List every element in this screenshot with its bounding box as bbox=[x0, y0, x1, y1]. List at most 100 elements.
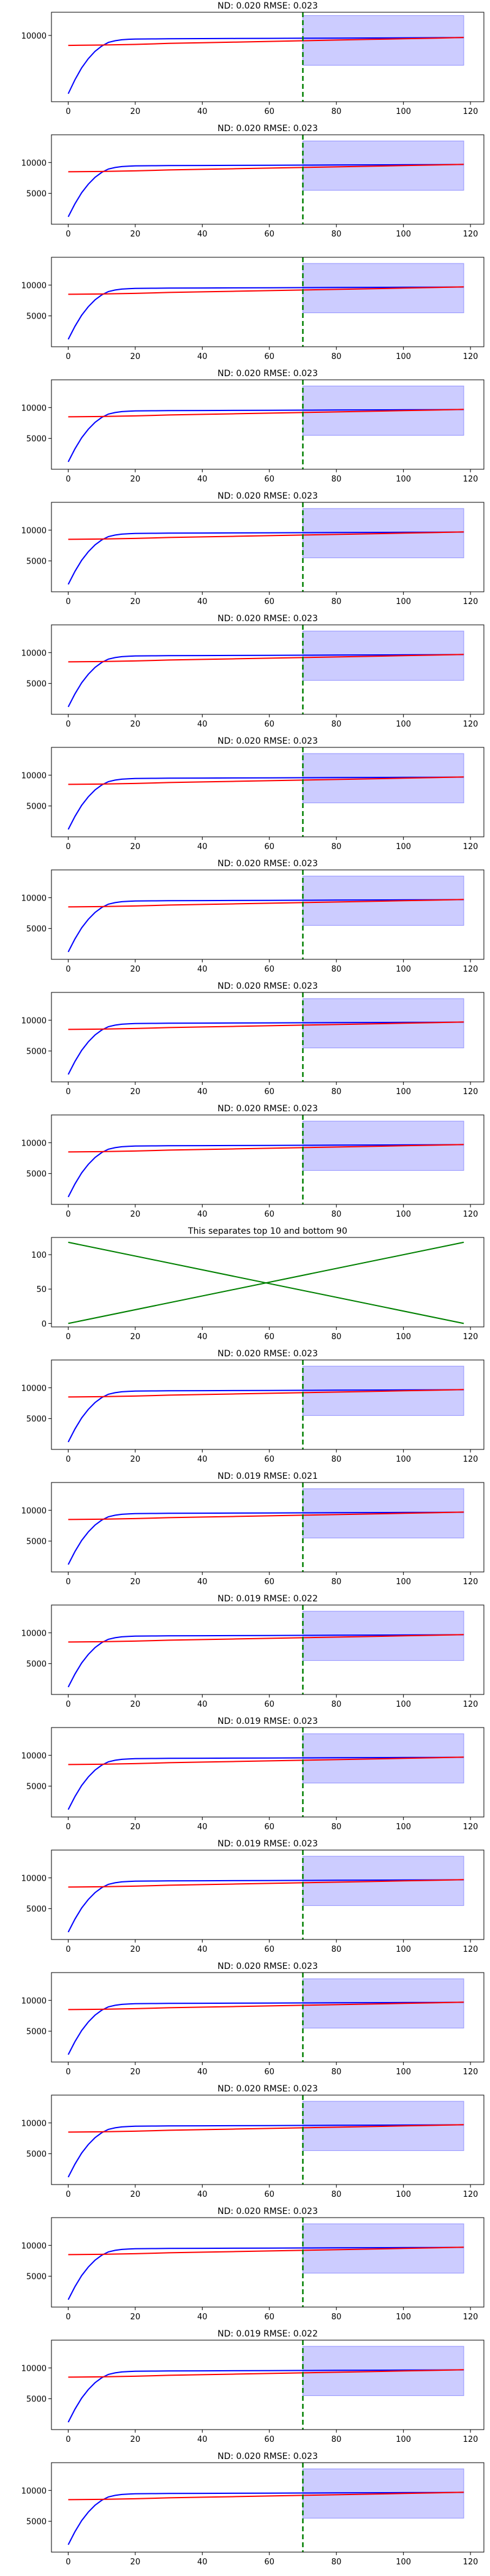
x-tick-label: 0 bbox=[66, 2313, 70, 2322]
subplot-20: ND: 0.019 RMSE: 0.022 0 20 40 60 80 100 120 5000… bbox=[21, 2329, 484, 2444]
y-tick-label: 10000 bbox=[21, 2119, 47, 2128]
x-tick-label: 20 bbox=[130, 1822, 141, 1832]
x-tick-label: 80 bbox=[331, 1087, 342, 1097]
x-tick-label: 120 bbox=[463, 1700, 478, 1709]
x-tick-label: 60 bbox=[264, 2068, 274, 2077]
y-tick-label: 5000 bbox=[26, 1048, 47, 1057]
subplot-title: ND: 0.020 RMSE: 0.023 bbox=[217, 2452, 318, 2461]
y-tick-label: 10000 bbox=[21, 2364, 47, 2373]
series-line-2 bbox=[68, 2369, 464, 2378]
y-tick-label: 10000 bbox=[21, 1629, 47, 1638]
x-tick-label: 120 bbox=[463, 1210, 478, 1219]
subplot-title: ND: 0.019 RMSE: 0.023 bbox=[217, 1839, 318, 1849]
x-tick-label: 20 bbox=[130, 1700, 141, 1709]
x-tick-label: 80 bbox=[331, 230, 342, 239]
y-tick-label: 5000 bbox=[26, 680, 47, 689]
series-line-2 bbox=[68, 899, 464, 908]
x-tick-label: 40 bbox=[197, 1332, 208, 1342]
x-tick-label: 20 bbox=[130, 1087, 141, 1097]
subplot-8: ND: 0.020 RMSE: 0.023 0 20 40 60 80 100 120 5000… bbox=[21, 859, 484, 974]
x-tick-label: 40 bbox=[197, 720, 208, 729]
subplot-21: ND: 0.020 RMSE: 0.023 0 20 40 60 80 100 120 5000… bbox=[21, 2452, 484, 2567]
y-tick-label: 5000 bbox=[26, 1170, 47, 1179]
x-tick-label: 60 bbox=[264, 1945, 274, 1954]
y-tick-label: 5000 bbox=[26, 312, 47, 322]
x-tick-label: 40 bbox=[197, 352, 208, 361]
x-tick-label: 20 bbox=[130, 720, 141, 729]
axes-frame bbox=[51, 624, 484, 715]
series-line-2 bbox=[68, 2246, 464, 2256]
x-tick-label: 60 bbox=[264, 2190, 274, 2199]
x-tick-label: 40 bbox=[197, 1577, 208, 1587]
axes-frame bbox=[51, 1237, 484, 1328]
x-tick-label: 20 bbox=[130, 1945, 141, 1954]
x-tick-label: 40 bbox=[197, 1455, 208, 1464]
x-tick-label: 60 bbox=[264, 107, 274, 116]
x-tick-label: 40 bbox=[197, 2068, 208, 2077]
x-tick-label: 60 bbox=[264, 2435, 274, 2444]
x-tick-label: 40 bbox=[197, 597, 208, 606]
x-tick-label: 40 bbox=[197, 2558, 208, 2567]
x-tick-label: 0 bbox=[66, 107, 70, 116]
x-tick-label: 60 bbox=[264, 842, 274, 852]
series-line-1 bbox=[67, 37, 464, 94]
axes-frame bbox=[51, 12, 484, 102]
subplot-3: 0 20 40 60 80 100 120 5000 10000 bbox=[21, 257, 484, 361]
y-tick-label: 5000 bbox=[26, 2273, 47, 2282]
x-tick-label: 120 bbox=[463, 1332, 478, 1342]
axes-frame bbox=[51, 502, 484, 592]
axes-frame bbox=[51, 1849, 484, 1940]
x-tick-label: 40 bbox=[197, 1945, 208, 1954]
x-tick-label: 80 bbox=[331, 2558, 342, 2567]
x-tick-label: 100 bbox=[396, 2313, 411, 2322]
series-line-1 bbox=[67, 1756, 464, 1810]
y-tick-label: 50 bbox=[36, 1285, 47, 1294]
x-tick-label: 40 bbox=[197, 2190, 208, 2199]
x-tick-label: 20 bbox=[130, 475, 141, 484]
y-tick-label: 5000 bbox=[26, 925, 47, 934]
x-tick-label: 80 bbox=[331, 107, 342, 116]
series-line-2 bbox=[68, 164, 464, 173]
axes-frame bbox=[51, 379, 484, 470]
subplot-15: ND: 0.019 RMSE: 0.023 0 20 40 60 80 100 120 5000… bbox=[21, 1717, 484, 1832]
series-line-1 bbox=[67, 899, 464, 953]
series-line-1 bbox=[67, 531, 464, 585]
y-tick-label: 5000 bbox=[26, 2518, 47, 2527]
series-line-2 bbox=[68, 37, 464, 47]
x-tick-label: 120 bbox=[463, 2313, 478, 2322]
x-tick-label: 100 bbox=[396, 597, 411, 606]
y-tick-label: 5000 bbox=[26, 2395, 47, 2404]
x-tick-label: 80 bbox=[331, 720, 342, 729]
y-tick-label: 5000 bbox=[26, 435, 47, 444]
subplot-title: This separates top 10 and bottom 90 bbox=[187, 1226, 347, 1236]
subplot-title: ND: 0.019 RMSE: 0.022 bbox=[217, 2329, 318, 2339]
series-line-2 bbox=[68, 2491, 464, 2501]
x-tick-label: 60 bbox=[264, 1700, 274, 1709]
series-line-1 bbox=[67, 409, 464, 463]
series-line-2 bbox=[68, 409, 464, 418]
y-tick-label: 10000 bbox=[21, 1874, 47, 1883]
x-tick-label: 60 bbox=[264, 1822, 274, 1832]
x-tick-label: 80 bbox=[331, 597, 342, 606]
x-tick-label: 0 bbox=[66, 475, 70, 484]
x-tick-label: 80 bbox=[331, 352, 342, 361]
y-tick-label: 10000 bbox=[21, 1384, 47, 1393]
subplot-title: ND: 0.020 RMSE: 0.023 bbox=[217, 614, 318, 624]
subplot-6: ND: 0.020 RMSE: 0.023 0 20 40 60 80 100 120 5000… bbox=[21, 614, 484, 729]
x-tick-label: 0 bbox=[66, 842, 70, 852]
subplot-title: ND: 0.020 RMSE: 0.023 bbox=[217, 2207, 318, 2216]
x-tick-label: 20 bbox=[130, 1332, 141, 1342]
x-tick-label: 20 bbox=[130, 2558, 141, 2567]
x-tick-label: 60 bbox=[264, 1087, 274, 1097]
x-tick-label: 80 bbox=[331, 1945, 342, 1954]
series-line-1 bbox=[67, 2369, 464, 2423]
x-tick-label: 20 bbox=[130, 2435, 141, 2444]
x-tick-label: 80 bbox=[331, 1577, 342, 1587]
axes-frame bbox=[51, 992, 484, 1082]
y-tick-label: 10000 bbox=[21, 1996, 47, 2006]
x-tick-label: 80 bbox=[331, 842, 342, 852]
y-tick-label: 10000 bbox=[21, 894, 47, 903]
x-tick-label: 0 bbox=[66, 1577, 70, 1587]
x-tick-label: 0 bbox=[66, 2068, 70, 2077]
